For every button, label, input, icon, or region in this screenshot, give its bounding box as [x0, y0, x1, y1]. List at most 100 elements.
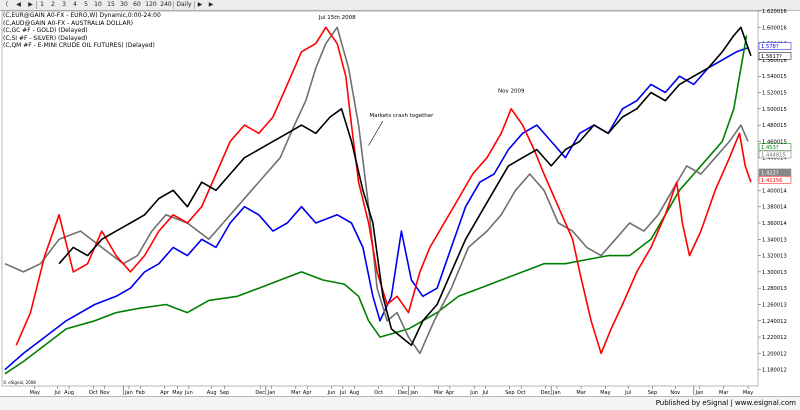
status-text: Published by eSignal | www.esignal.com — [655, 399, 796, 407]
x-tick-label: Sep — [220, 390, 229, 396]
x-tick-label: Oct — [89, 390, 98, 396]
price-tag — [758, 42, 792, 50]
x-tick-label: Jun — [184, 390, 193, 396]
x-tick-label: May — [600, 390, 610, 396]
y-tick-label: 1.220012 — [762, 335, 787, 341]
x-tick-label: May — [172, 390, 182, 396]
price-tag-label: 1.422? — [761, 170, 779, 176]
toolbar-button[interactable]: ▶ — [28, 1, 33, 8]
toolbar-button[interactable]: 30 — [120, 1, 128, 8]
price-tag-label: 1.5617? — [761, 54, 782, 60]
toolbar-button[interactable]: 2 — [51, 1, 55, 8]
toolbar-button[interactable]: 1 — [40, 1, 44, 8]
x-tick-label: Nov — [100, 390, 110, 396]
series-line — [58, 26, 752, 346]
x-tick-label: Mar — [291, 390, 301, 396]
x-tick-label: Oct — [517, 390, 526, 396]
y-tick-label: 1.620016 — [762, 9, 787, 15]
toolbar-button[interactable]: ◀ — [16, 1, 21, 8]
x-tick-label: Aug — [64, 390, 74, 396]
x-tick-label: Feb — [136, 390, 145, 396]
annotation-arrow — [368, 120, 384, 146]
toolbar-button[interactable]: 120 — [145, 1, 157, 8]
x-tick-label: Dec — [541, 390, 551, 396]
x-tick-label: Apr — [303, 390, 313, 396]
x-tick-label: Aug — [349, 390, 359, 396]
annotation-layer: Jul 15th 2008 Nov 2009 Markets crash toget… — [318, 15, 525, 146]
toolbar-button[interactable]: 10 — [94, 1, 102, 8]
toolbar-button[interactable]: 60 — [133, 1, 141, 8]
legend-entry: (C,QM #F - E-MINI CRUDE OIL FUTURES) (De… — [3, 42, 155, 49]
series-line — [4, 46, 749, 371]
plot-area — [1, 10, 759, 387]
toolbar-separator — [194, 1, 195, 9]
price-tags: 1.578? 1.5617? 1.453?1.444815 1.422? 1.41156 — [758, 42, 792, 184]
y-tick-label: 1.520015 — [762, 91, 787, 97]
y-tick-label: 1.180012 — [762, 368, 787, 374]
y-tick-label: 1.440014 — [762, 156, 787, 162]
x-tick-label: Jun — [327, 390, 336, 396]
x-tick-label: Apr — [160, 390, 170, 396]
legend-entry: (C,AUD@GAIN A0-FX - AUSTRALIA DOLLAR) — [3, 19, 134, 27]
toolbar-separator — [36, 1, 37, 9]
price-tag-label: 1.444815 — [761, 152, 786, 158]
x-tick-label: May — [30, 390, 40, 396]
y-axis: 1.6200161.6000161.5800161.5600161.540015… — [758, 9, 787, 374]
x-tick-label: May — [743, 390, 753, 396]
annotation-label: Jul 15th 2008 — [318, 15, 356, 21]
legend-entry: (C,EUR@GAIN A0-FX - EURO,W) Dynamic,0:00… — [3, 12, 161, 19]
legend-entry: (C,GC #F - GOLD) (Delayed) — [3, 27, 88, 34]
price-tag — [758, 176, 792, 184]
y-tick-label: 1.260013 — [762, 302, 787, 308]
x-tick-label: Jun — [469, 390, 478, 396]
toolbar-button[interactable]: ▶ — [208, 1, 214, 8]
x-tick-label: Oct — [374, 390, 383, 396]
x-tick-label: Sep — [648, 390, 657, 396]
x-tick-label: Mar — [719, 390, 729, 396]
x-tick-label: Dec — [255, 390, 265, 396]
price-tag-label: 1.41156 — [761, 178, 782, 184]
toolbar-button[interactable]: 4 — [73, 1, 77, 8]
price-tag — [758, 150, 792, 159]
annotation-label: Nov 2009 — [498, 89, 525, 95]
toolbar-button[interactable]: ( — [5, 1, 9, 8]
series-line — [4, 35, 748, 375]
y-tick-label: 1.400014 — [762, 188, 787, 194]
x-tick-label: Mar — [434, 390, 444, 396]
x-tick-label: Jul — [54, 390, 61, 396]
x-tick-label: Jan — [695, 390, 704, 396]
x-tick-label: Dec — [398, 390, 408, 396]
x-tick-label: Jan — [267, 390, 276, 396]
x-tick-label: Aug — [207, 390, 217, 396]
copyright-mark: © eSignal, 2008 — [3, 380, 36, 385]
series-legend: (C,EUR@GAIN A0-FX - EURO,W) Dynamic,0:00… — [3, 12, 161, 50]
y-tick-label: 1.340013 — [762, 237, 787, 243]
series-line — [15, 26, 752, 355]
legend-entry: (C,SI #F - SILVER) (Delayed) — [3, 34, 88, 42]
x-tick-label: Jan — [124, 390, 133, 396]
toolbar-button[interactable]: 15 — [107, 1, 115, 8]
chart-grid — [1, 10, 759, 387]
toolbar-button[interactable]: 5 — [84, 1, 88, 8]
x-tick-label: Sep — [505, 390, 514, 396]
y-tick-label: 1.600016 — [762, 25, 787, 31]
y-tick-label: 1.360014 — [762, 221, 787, 227]
price-tag — [758, 143, 792, 151]
y-tick-label: 1.460015 — [762, 139, 787, 145]
toolbar: ( ◀ ▶ 1 2 3 4 5 10 15 30 60 120 240 Daily ▶ ▶ — [0, 0, 800, 11]
toolbar-button[interactable]: Daily — [176, 1, 192, 8]
price-tag-label: 1.453? — [761, 145, 779, 151]
price-tag — [758, 168, 792, 177]
x-tick-label: Jul — [482, 390, 489, 396]
x-tick-label: Nov — [670, 390, 680, 396]
status-bar: Published by eSignal | www.esignal.com — [0, 396, 800, 410]
toolbar-button[interactable]: ▶ — [197, 1, 203, 8]
series-line — [4, 26, 749, 355]
y-tick-label: 1.540015 — [762, 74, 787, 80]
y-tick-label: 1.380014 — [762, 205, 787, 211]
price-tag — [758, 52, 792, 60]
toolbar-button[interactable]: 3 — [62, 1, 66, 8]
toolbar-button[interactable]: 240 — [160, 1, 172, 8]
y-tick-label: 1.200012 — [762, 351, 787, 357]
